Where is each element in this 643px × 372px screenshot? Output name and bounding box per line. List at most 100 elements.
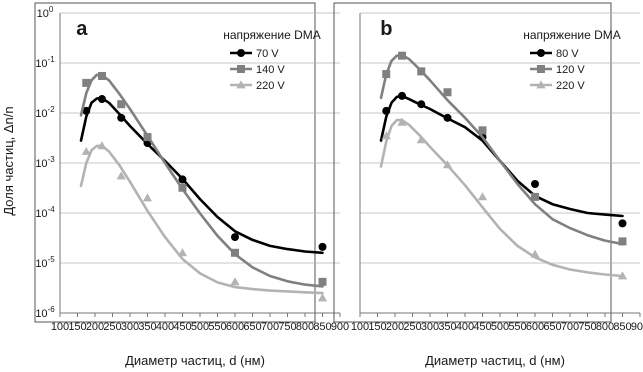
x-tick-label: 250 — [103, 321, 121, 333]
legend-label: 80 V — [556, 48, 579, 60]
data-point — [98, 71, 106, 80]
data-point — [617, 271, 628, 280]
legend-label: 220 V — [256, 80, 285, 92]
data-point — [117, 113, 126, 122]
data-point — [116, 171, 126, 180]
data-point — [178, 175, 187, 184]
x-tick-label: 100 — [351, 321, 369, 333]
x-tick-label: 900 — [631, 321, 643, 333]
x-tick-label: 300 — [121, 321, 139, 333]
legend-marker — [237, 49, 245, 57]
y-tick-label: 10-4 — [35, 205, 55, 220]
fit-curve — [79, 96, 324, 255]
data-point — [231, 233, 239, 242]
legend-title: напряжение DMA — [223, 28, 321, 42]
x-tick-label: 400 — [456, 321, 474, 333]
x-tick-label: 150 — [368, 321, 386, 333]
fit-curve — [379, 94, 624, 218]
fit-curve — [79, 144, 324, 295]
data-point — [98, 95, 106, 104]
x-axis-label-b: Диаметр частиц, d (нм) — [425, 353, 565, 368]
x-tick-label: 750 — [278, 321, 296, 333]
panel-label-a: a — [76, 18, 88, 40]
data-point — [478, 126, 487, 135]
panel-label-b: b — [380, 18, 392, 40]
x-tick-label: 900 — [331, 321, 349, 333]
data-point — [230, 277, 240, 286]
x-tick-label: 600 — [526, 321, 544, 333]
legend-marker — [537, 65, 545, 73]
legend-marker — [537, 49, 545, 57]
data-point — [398, 51, 406, 60]
data-point — [417, 100, 426, 109]
data-point — [398, 91, 406, 100]
panel-b: 100 150 200 250 300 350 400 450 500 550 600 650 700 7… — [333, 2, 643, 333]
data-point — [178, 183, 187, 192]
data-point — [97, 141, 107, 150]
x-tick-label: 650 — [543, 321, 561, 333]
fit-curve — [379, 53, 624, 246]
x-tick-label: 700 — [261, 321, 279, 333]
fit-curve — [379, 118, 624, 278]
data-point — [81, 146, 91, 155]
data-point — [82, 78, 91, 87]
x-tick-label: 450 — [473, 321, 491, 333]
x-tick-label: 800 — [296, 321, 314, 333]
legend-label: 70 V — [256, 48, 279, 60]
x-tick-label: 450 — [173, 321, 191, 333]
legend-marker — [237, 65, 245, 73]
y-axis-label: Доля частиц, Δn/n — [1, 106, 16, 215]
x-tick-label: 650 — [243, 321, 261, 333]
x-tick-label: 700 — [561, 321, 579, 333]
x-tick-label: 800 — [596, 321, 614, 333]
data-point — [82, 106, 91, 115]
x-tick-label: 300 — [421, 321, 439, 333]
x-tick-label: 400 — [156, 321, 174, 333]
legend-label: 140 V — [256, 64, 285, 76]
x-tick-label: 550 — [508, 321, 526, 333]
x-tick-label: 850 — [613, 321, 631, 333]
data-point — [117, 100, 126, 109]
fit-curve — [79, 73, 324, 288]
x-tick-label: 850 — [313, 321, 331, 333]
data-point — [382, 70, 391, 79]
data-point — [381, 131, 391, 140]
x-tick-label: 350 — [138, 321, 156, 333]
y-tick-label: 10-3 — [35, 155, 55, 170]
x-tick-label: 500 — [191, 321, 209, 333]
data-point — [143, 133, 152, 142]
data-point — [530, 249, 540, 258]
data-point — [442, 160, 453, 169]
data-point — [318, 277, 327, 286]
data-point — [382, 106, 391, 115]
data-point — [416, 135, 426, 144]
panel-frame — [333, 2, 612, 323]
data-point — [397, 117, 407, 126]
x-tick-label: 600 — [226, 321, 244, 333]
data-point — [177, 248, 188, 257]
panel-frame — [34, 2, 316, 323]
data-point — [531, 180, 539, 189]
x-tick-label: 200 — [86, 321, 104, 333]
data-point — [317, 293, 328, 302]
x-tick-label: 200 — [386, 321, 404, 333]
data-point — [318, 242, 327, 251]
data-point — [618, 219, 627, 228]
x-tick-label: 350 — [438, 321, 456, 333]
data-point — [443, 88, 452, 97]
data-point — [417, 67, 426, 76]
y-tick-label: 10-2 — [35, 105, 55, 120]
x-axis-label-a: Диаметр частиц, d (нм) — [125, 353, 265, 368]
data-point — [477, 192, 488, 201]
x-tick-label: 100 — [51, 321, 69, 333]
legend-label: 220 V — [556, 80, 585, 92]
y-tick-label: 10-6 — [35, 305, 55, 320]
x-tick-label: 500 — [491, 321, 509, 333]
data-point — [618, 237, 627, 246]
legend-label: 120 V — [556, 64, 585, 76]
x-tick-label: 150 — [68, 321, 86, 333]
x-tick-label: 750 — [578, 321, 596, 333]
x-tick-label: 250 — [403, 321, 421, 333]
